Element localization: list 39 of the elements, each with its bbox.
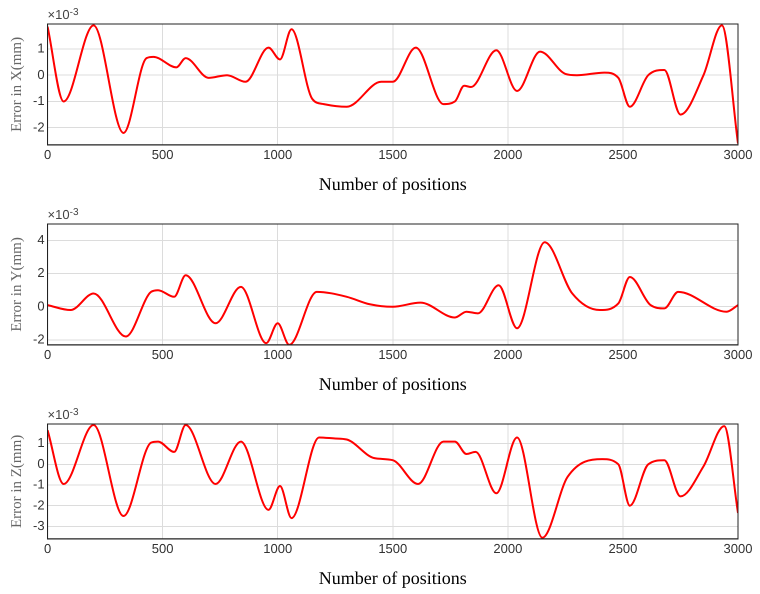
x-tick-label: 500 [152, 541, 174, 556]
y-tick-label: -1 [32, 476, 45, 492]
x-tick-label: 3000 [724, 147, 752, 162]
x-tick-label: 1500 [378, 147, 408, 162]
x-tick-label: 2500 [608, 347, 638, 362]
x-tick-label: 2000 [493, 347, 522, 362]
y-axis-title: Error in X(mm) [8, 36, 25, 132]
y-tick-label: -1 [32, 93, 45, 108]
line-series [48, 424, 738, 539]
x-tick-label: 500 [152, 347, 174, 362]
x-tick-label: 1000 [263, 541, 292, 556]
x-axis-title: Number of positions [318, 174, 467, 194]
y-tick-label: 4 [37, 232, 45, 248]
x-tick-label: 1000 [263, 347, 292, 362]
x-tick-label: 2000 [493, 147, 522, 162]
y-tick-label: 0 [37, 298, 45, 314]
y-tick-label: 0 [37, 66, 45, 82]
y-tick-label: 0 [37, 456, 45, 471]
x-tick-label: 3000 [724, 541, 752, 556]
y-tick-label: 2 [37, 265, 45, 280]
x-tick-label: 1000 [263, 147, 292, 162]
line-series [48, 24, 738, 144]
x-axis-title: Number of positions [318, 374, 467, 394]
x-tick-label: 2500 [608, 541, 638, 556]
y-axis-title: Error in Z(mm) [8, 434, 25, 528]
y-tick-label: -2 [32, 119, 45, 134]
y-tick-label: -3 [32, 518, 45, 533]
x-tick-label: 1500 [378, 541, 408, 556]
x-axis-title: Number of positions [318, 568, 467, 588]
y-tick-label: 1 [37, 40, 45, 56]
x-tick-label: 1500 [378, 347, 408, 362]
x-tick-label: 500 [152, 147, 174, 162]
x-tick-label: 2500 [608, 147, 638, 162]
y-tick-label: -2 [32, 331, 45, 346]
y-axis-title: Error in Y(mm) [8, 237, 25, 332]
y-tick-label: -2 [32, 497, 45, 512]
x-tick-label: 3000 [724, 347, 752, 362]
y-tick-label: 1 [37, 435, 45, 450]
x-tick-label: 2000 [493, 541, 522, 556]
